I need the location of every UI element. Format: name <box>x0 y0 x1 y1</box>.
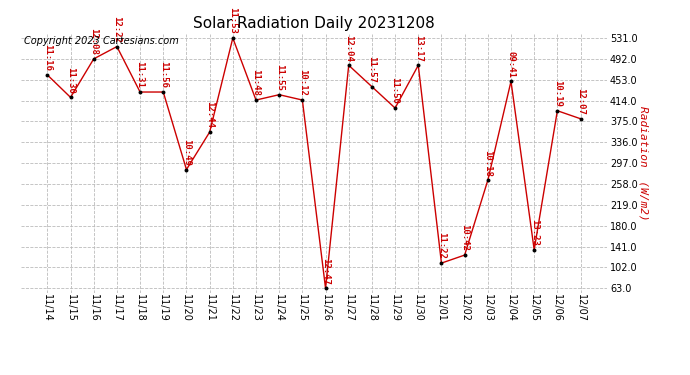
Text: 10:12: 10:12 <box>298 69 307 96</box>
Point <box>459 252 470 258</box>
Text: 13:23: 13:23 <box>530 219 539 246</box>
Point <box>482 177 493 183</box>
Text: 12:44: 12:44 <box>205 102 214 128</box>
Text: 12:08: 12:08 <box>89 28 98 55</box>
Y-axis label: Radiation  (W/m2): Radiation (W/m2) <box>639 106 649 220</box>
Point <box>575 116 586 122</box>
Title: Solar Radiation Daily 20231208: Solar Radiation Daily 20231208 <box>193 16 435 31</box>
Point <box>529 247 540 253</box>
Text: 10:42: 10:42 <box>460 225 469 251</box>
Text: 10:49: 10:49 <box>182 139 191 166</box>
Point <box>42 72 53 78</box>
Text: 11:22: 11:22 <box>437 232 446 260</box>
Text: 12:22: 12:22 <box>112 16 121 43</box>
Point <box>436 260 447 266</box>
Text: 11:50: 11:50 <box>391 77 400 104</box>
Point <box>204 129 215 135</box>
Text: 10:19: 10:19 <box>553 80 562 107</box>
Text: 11:57: 11:57 <box>367 56 377 83</box>
Text: Copyright 2023 Cartesians.com: Copyright 2023 Cartesians.com <box>23 36 179 46</box>
Point <box>158 89 169 95</box>
Point <box>413 62 424 68</box>
Text: 11:16: 11:16 <box>43 44 52 71</box>
Point <box>390 105 401 111</box>
Point <box>88 56 99 62</box>
Point <box>135 89 146 95</box>
Point <box>274 92 285 98</box>
Text: 12:04: 12:04 <box>344 34 353 62</box>
Text: 09:41: 09:41 <box>506 51 515 78</box>
Point <box>366 84 377 90</box>
Point <box>297 97 308 103</box>
Text: 11:53: 11:53 <box>228 8 237 34</box>
Text: 12:07: 12:07 <box>576 88 585 115</box>
Point <box>320 285 331 291</box>
Text: 11:56: 11:56 <box>159 62 168 88</box>
Text: 11:30: 11:30 <box>66 67 75 94</box>
Text: 12:47: 12:47 <box>321 258 330 285</box>
Point <box>111 44 122 50</box>
Point <box>227 35 238 41</box>
Point <box>181 166 192 172</box>
Point <box>552 108 563 114</box>
Text: 10:18: 10:18 <box>483 150 492 177</box>
Text: 11:48: 11:48 <box>251 69 261 96</box>
Text: 13:17: 13:17 <box>414 34 423 62</box>
Point <box>506 78 517 84</box>
Point <box>250 97 262 103</box>
Point <box>343 62 354 68</box>
Text: 11:31: 11:31 <box>136 62 145 88</box>
Point <box>65 94 76 100</box>
Text: 11:55: 11:55 <box>275 64 284 91</box>
